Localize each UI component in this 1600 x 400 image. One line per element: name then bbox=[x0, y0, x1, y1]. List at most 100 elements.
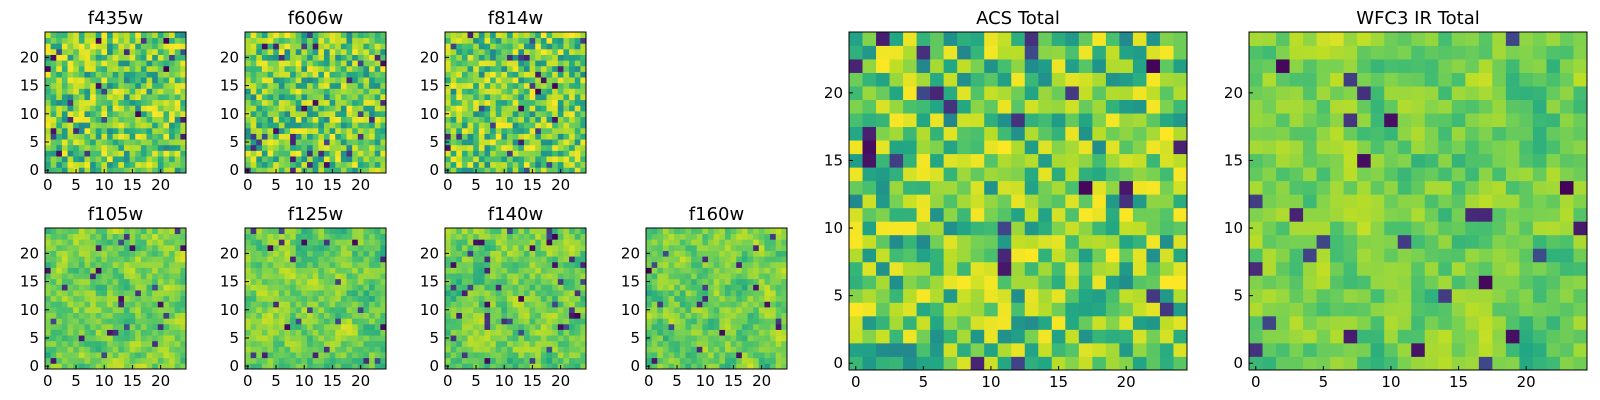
heatmap-cell bbox=[753, 261, 760, 268]
heatmap-cell bbox=[518, 54, 525, 61]
heatmap-cell bbox=[484, 37, 491, 44]
heatmap-cell bbox=[290, 228, 297, 235]
heatmap-cell bbox=[278, 346, 285, 353]
heatmap-cell bbox=[903, 180, 917, 195]
heatmap-cell bbox=[73, 156, 80, 163]
heatmap-cell bbox=[876, 153, 890, 168]
heatmap-cell bbox=[273, 32, 280, 39]
heatmap-cell bbox=[123, 32, 130, 39]
heatmap-cell bbox=[380, 65, 387, 72]
heatmap-cell bbox=[741, 329, 748, 336]
heatmap-cell bbox=[957, 221, 972, 236]
heatmap-cell bbox=[943, 329, 958, 344]
heatmap-cell bbox=[56, 60, 63, 67]
heatmap-cell bbox=[380, 278, 387, 285]
heatmap-cell bbox=[123, 329, 130, 336]
heatmap-cell bbox=[691, 318, 698, 325]
heatmap-cell bbox=[495, 261, 502, 268]
heatmap-cell bbox=[112, 82, 119, 89]
heatmap-cell bbox=[357, 301, 364, 308]
heatmap-cell bbox=[495, 318, 502, 325]
heatmap-cell bbox=[512, 233, 519, 240]
x-tick-label: 15 bbox=[523, 176, 542, 194]
heatmap-cell bbox=[250, 161, 257, 168]
heatmap-cell bbox=[574, 267, 581, 274]
heatmap-cell bbox=[357, 71, 364, 78]
heatmap-cell bbox=[61, 156, 68, 163]
heatmap-cell bbox=[250, 144, 257, 151]
heatmap-cell bbox=[84, 82, 91, 89]
heatmap-cell bbox=[574, 150, 581, 157]
heatmap-cell bbox=[916, 315, 931, 330]
heatmap-cell bbox=[574, 346, 581, 353]
heatmap-cell bbox=[478, 306, 485, 313]
heatmap-cell bbox=[273, 346, 280, 353]
heatmap-cell bbox=[335, 239, 342, 246]
heatmap-cell bbox=[95, 71, 102, 78]
heatmap-cell bbox=[450, 329, 457, 336]
heatmap-cell bbox=[461, 278, 468, 285]
heatmap-cell bbox=[456, 306, 463, 313]
heatmap-cell bbox=[318, 261, 325, 268]
heatmap-cell bbox=[478, 267, 485, 274]
heatmap-cell bbox=[662, 295, 669, 302]
heatmap-cell bbox=[916, 302, 931, 317]
heatmap-cell bbox=[250, 352, 257, 359]
panel-title: f140w bbox=[488, 204, 543, 225]
heatmap-cell bbox=[569, 301, 576, 308]
heatmap-cell bbox=[363, 306, 370, 313]
heatmap-cell bbox=[713, 244, 720, 251]
heatmap-cell bbox=[1051, 275, 1066, 290]
heatmap-cell bbox=[157, 43, 164, 50]
heatmap-cell bbox=[473, 60, 480, 67]
heatmap-cell bbox=[478, 99, 485, 106]
heatmap-cell bbox=[563, 278, 570, 285]
heatmap-cell bbox=[357, 278, 364, 285]
heatmap-cell bbox=[501, 60, 508, 67]
heatmap-cell bbox=[501, 122, 508, 129]
heatmap-cell bbox=[118, 139, 125, 146]
heatmap-cell bbox=[123, 116, 130, 123]
heatmap-cell bbox=[50, 167, 57, 174]
heatmap-cell bbox=[169, 244, 176, 251]
heatmap-cell bbox=[467, 156, 474, 163]
heatmap-cell bbox=[84, 261, 91, 268]
heatmap-cell bbox=[685, 290, 692, 297]
heatmap-cell bbox=[540, 352, 547, 359]
heatmap-cell bbox=[112, 133, 119, 140]
heatmap-cell bbox=[450, 352, 457, 359]
heatmap-cell bbox=[657, 306, 664, 313]
heatmap-cell bbox=[501, 335, 508, 342]
heatmap-cell bbox=[770, 306, 777, 313]
heatmap-cell bbox=[157, 32, 164, 39]
heatmap-cell bbox=[580, 233, 587, 240]
heatmap-cell bbox=[67, 228, 74, 235]
heatmap-cell bbox=[473, 133, 480, 140]
heatmap-cell bbox=[456, 54, 463, 61]
heatmap-cell bbox=[552, 94, 559, 101]
heatmap-cell bbox=[112, 290, 119, 297]
heatmap-cell bbox=[146, 312, 153, 319]
heatmap-cell bbox=[702, 318, 709, 325]
heatmap-cell bbox=[73, 65, 80, 72]
heatmap-cell bbox=[662, 244, 669, 251]
heatmap-cell bbox=[685, 256, 692, 263]
heatmap-cell bbox=[180, 156, 187, 163]
heatmap-cell bbox=[563, 65, 570, 72]
heatmap-cell bbox=[346, 318, 353, 325]
heatmap-cell bbox=[146, 340, 153, 347]
x-tick-label: 0 bbox=[243, 372, 253, 390]
heatmap-cell bbox=[484, 94, 491, 101]
heatmap-cell bbox=[256, 352, 263, 359]
heatmap-cell bbox=[461, 228, 468, 235]
heatmap-cell bbox=[540, 273, 547, 280]
heatmap-cell bbox=[719, 273, 726, 280]
heatmap-cell bbox=[478, 116, 485, 123]
heatmap-cell bbox=[112, 233, 119, 240]
heatmap-cell bbox=[518, 295, 525, 302]
heatmap-cell bbox=[374, 139, 381, 146]
heatmap-cell bbox=[580, 267, 587, 274]
heatmap-cell bbox=[295, 267, 302, 274]
heatmap-cell bbox=[507, 167, 514, 174]
heatmap-cell bbox=[90, 77, 97, 84]
